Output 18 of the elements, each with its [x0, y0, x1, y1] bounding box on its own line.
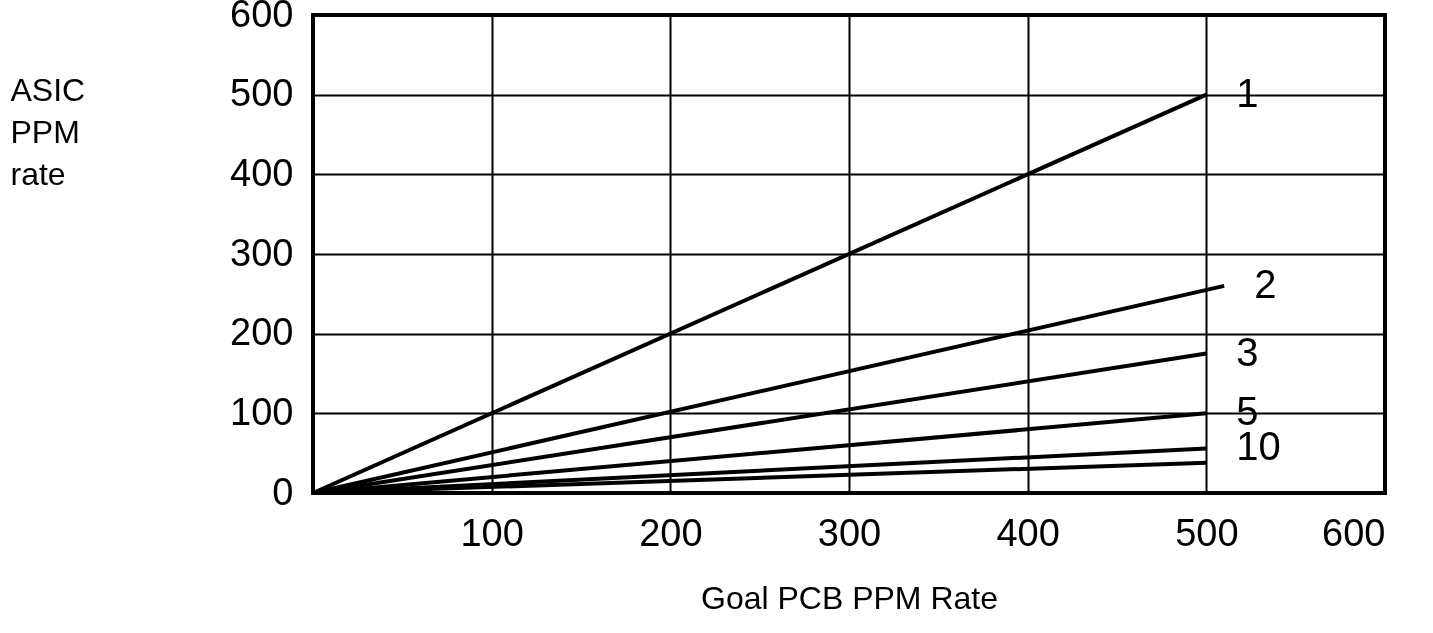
- x-tick-label: 200: [639, 511, 703, 554]
- series-label: 2: [1254, 261, 1277, 306]
- series-label: 10: [1236, 424, 1281, 469]
- y-tick-label: 200: [230, 311, 294, 354]
- y-tick-label: 100: [230, 390, 294, 433]
- y-tick-label: 600: [230, 0, 294, 35]
- y-tick-label: 300: [230, 231, 294, 274]
- x-axis-title: Goal PCB PPM Rate: [701, 579, 998, 616]
- x-tick-label: 100: [460, 511, 524, 554]
- x-tick-label: 300: [817, 511, 882, 554]
- x-tick-label: 500: [1175, 511, 1239, 554]
- series-label: 3: [1236, 329, 1259, 374]
- x-tick-label: 600: [1322, 511, 1386, 554]
- y-tick-label: 500: [230, 72, 294, 115]
- y-tick-label: 400: [230, 151, 294, 194]
- y-axis-title: ASIC PPM rate: [10, 71, 86, 192]
- x-tick-label: 400: [996, 511, 1060, 554]
- y-tick-label: 0: [272, 470, 294, 513]
